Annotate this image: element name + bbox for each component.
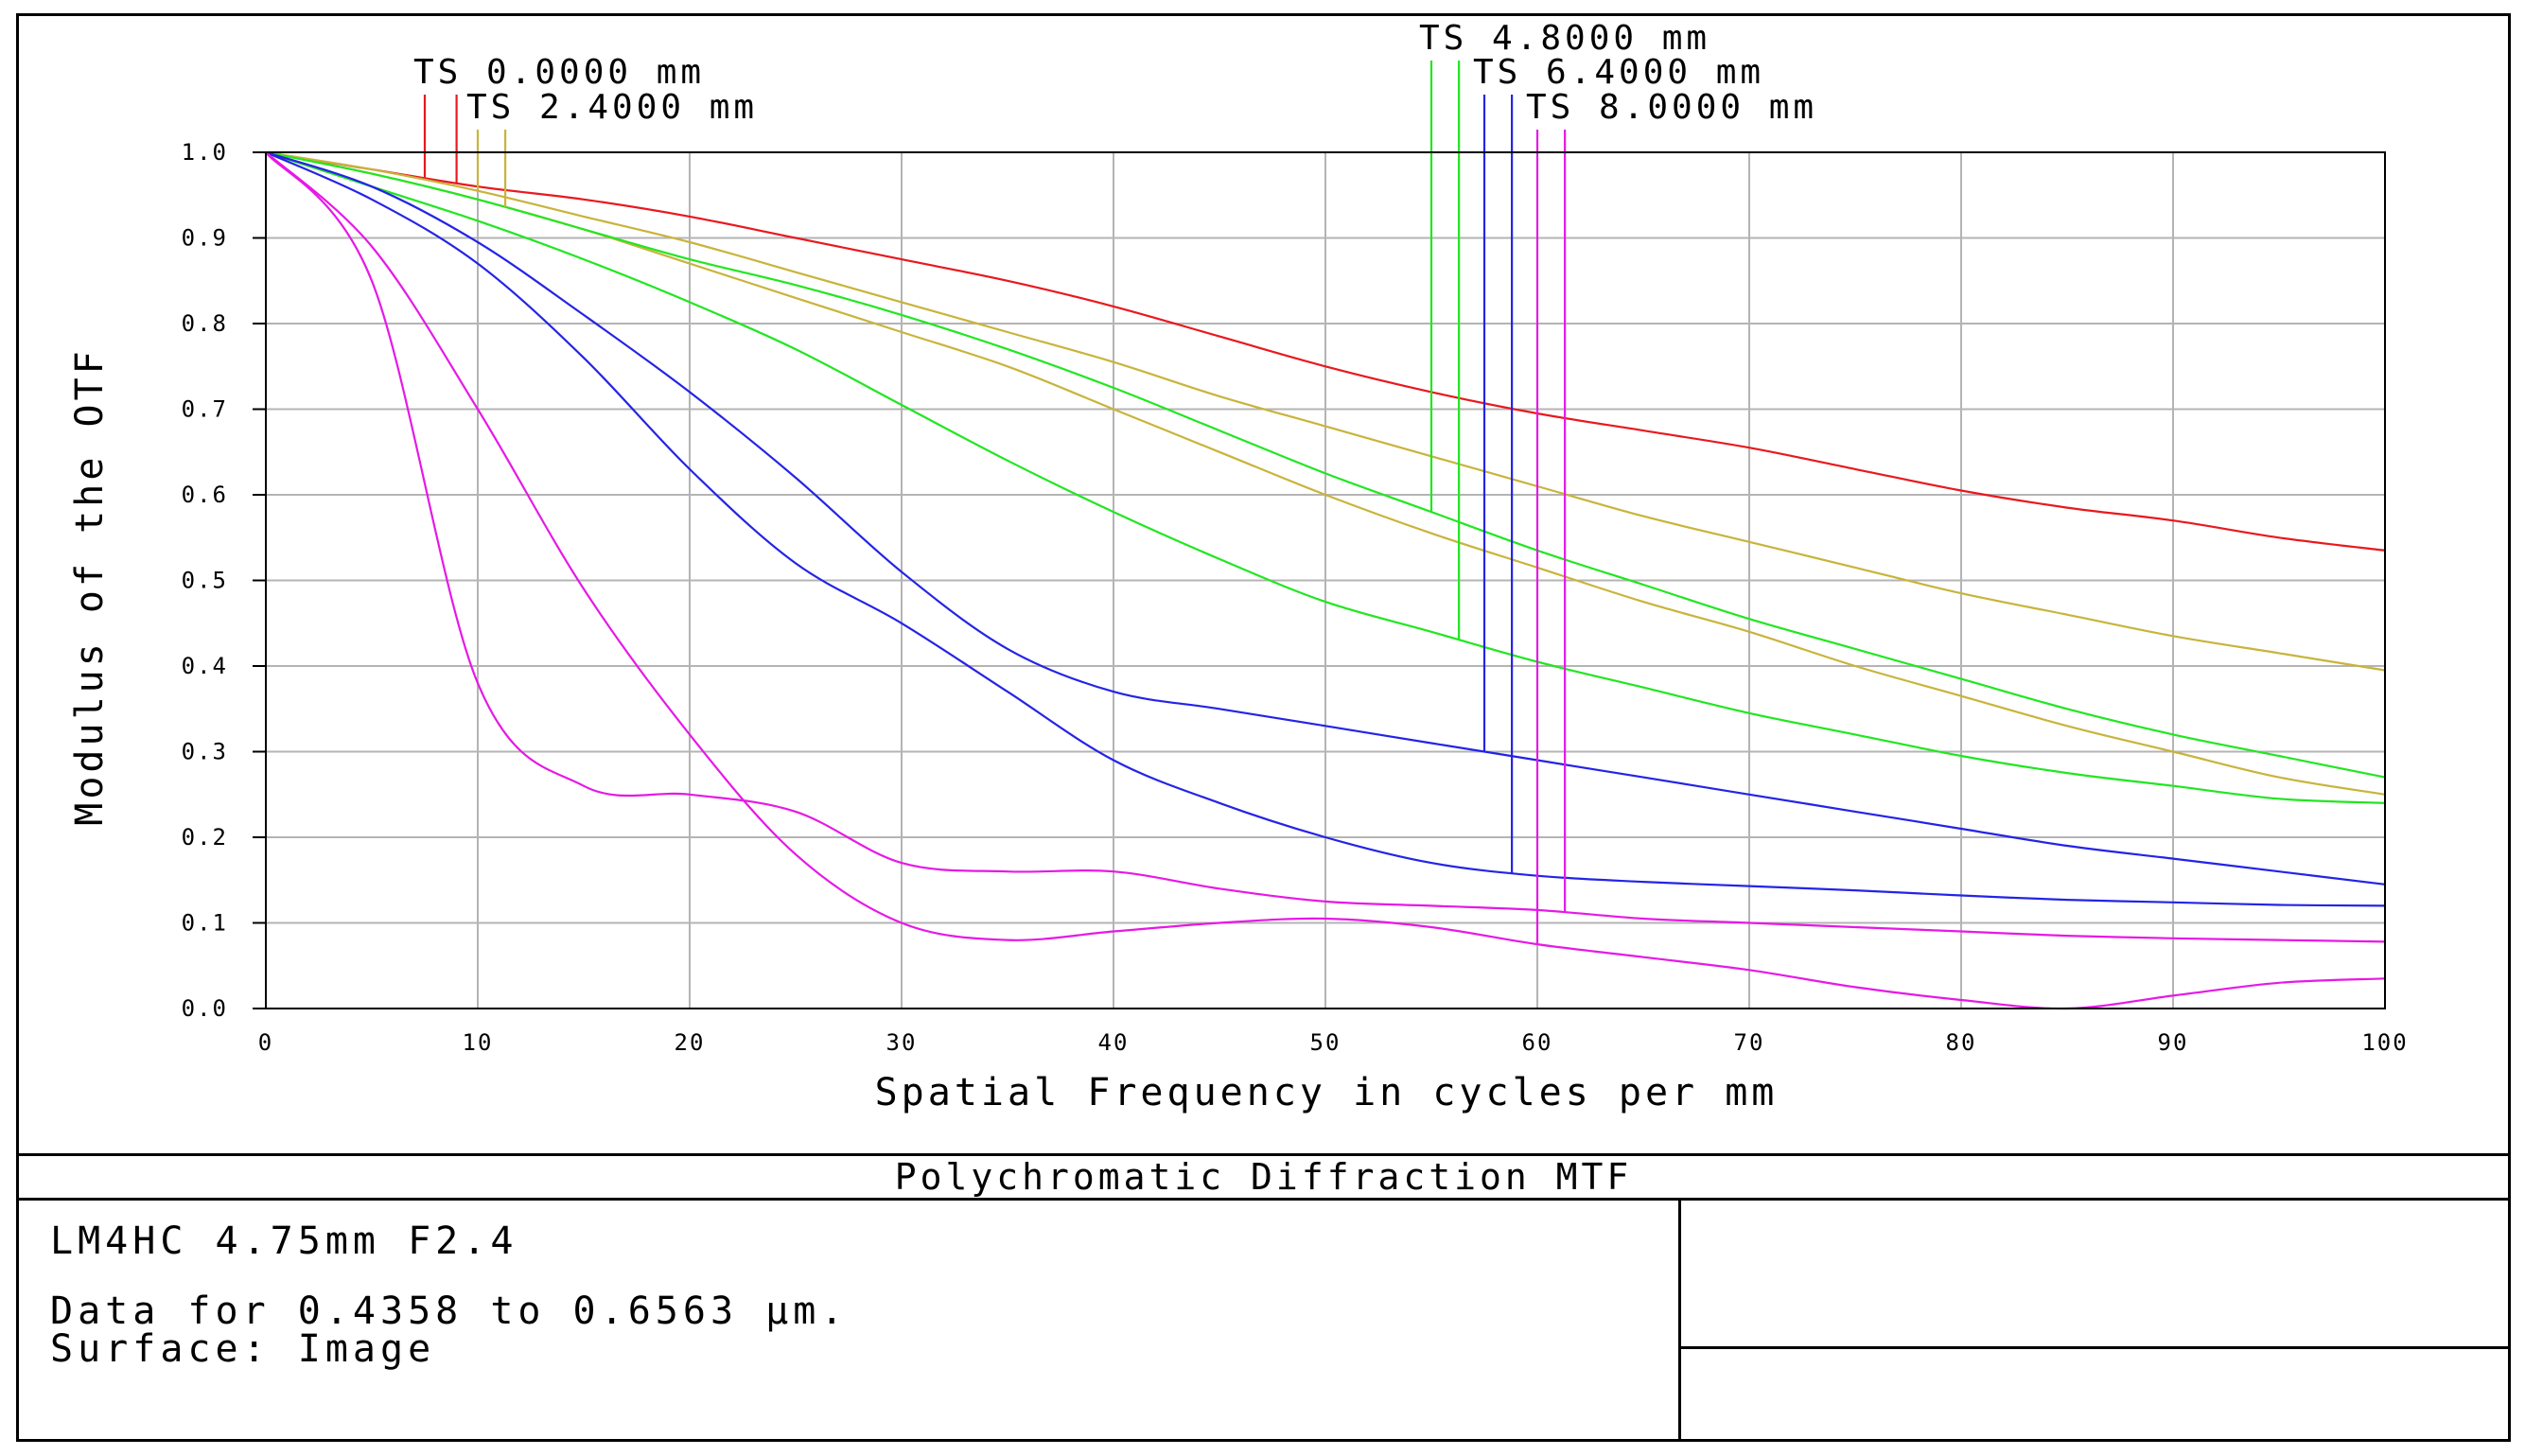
plot-area (265, 151, 2386, 1009)
grid-layer (266, 152, 2385, 1009)
axis-layer: 0 10 20 30 40 50 60 70 80 90 100 0.0 0.1 0.2 0.3 0.4 0.5… (182, 139, 2408, 1056)
series-line-4 (265, 150, 2386, 804)
x-tick-label: 30 (886, 1029, 918, 1056)
info-box-top (1681, 1201, 2511, 1349)
series-line-3 (265, 150, 2386, 779)
series-layer (265, 150, 2386, 1010)
series-line-0 (265, 150, 2386, 552)
y-tick-label: 0.1 (182, 910, 228, 937)
x-tick-label: 50 (1310, 1029, 1341, 1056)
series-line-1 (265, 150, 2386, 672)
legend-label: TS 8.0000 mm (1526, 88, 1817, 127)
series-line-6 (265, 150, 2386, 907)
x-tick-label: 90 (2158, 1029, 2189, 1056)
info-box-bottom (1681, 1349, 2511, 1442)
y-tick-label: 0.7 (182, 396, 228, 423)
y-axis-label: Modulus of the OTF (68, 347, 112, 825)
plot-frame (16, 13, 2511, 1442)
y-tick-label: 0.9 (182, 225, 228, 252)
y-tick-label: 1.0 (182, 139, 228, 166)
y-tick-label: 0.2 (182, 824, 228, 851)
x-tick-label: 70 (1734, 1029, 1765, 1056)
x-tick-label: 60 (1522, 1029, 1553, 1056)
info-panel: LM4HC 4.75mm F2.4 Data for 0.4358 to 0.6… (16, 1201, 1681, 1442)
x-tick-label: 40 (1098, 1029, 1130, 1056)
surface-label: Surface: Image (50, 1327, 436, 1371)
chart-title: Polychromatic Diffraction MTF (16, 1153, 2511, 1201)
legend-label: TS 2.4000 mm (466, 88, 758, 127)
legend-label: TS 4.8000 mm (1419, 19, 1710, 58)
series-line-5 (265, 150, 2386, 886)
x-tick-label: 10 (463, 1029, 494, 1056)
legend-label: TS 6.4000 mm (1473, 53, 1764, 92)
y-tick-label: 0.8 (182, 310, 228, 337)
y-tick-label: 0.0 (182, 995, 228, 1022)
y-tick-label: 0.4 (182, 653, 228, 679)
legend-label: TS 0.0000 mm (413, 53, 705, 92)
y-tick-label: 0.6 (182, 482, 228, 508)
x-tick-label: 0 (258, 1029, 273, 1056)
wavelength-range: Data for 0.4358 to 0.6563 µm. (50, 1289, 849, 1333)
x-tick-label: 80 (1946, 1029, 1977, 1056)
y-tick-label: 0.3 (182, 739, 228, 765)
x-tick-label: 20 (675, 1029, 706, 1056)
x-axis-label: Spatial Frequency in cycles per mm (875, 1071, 1779, 1114)
lens-name: LM4HC 4.75mm F2.4 (50, 1219, 518, 1263)
series-line-8 (265, 151, 2386, 943)
x-tick-label: 100 (2361, 1029, 2408, 1056)
y-tick-label: 0.5 (182, 568, 228, 594)
series-line-7 (265, 151, 2386, 1010)
